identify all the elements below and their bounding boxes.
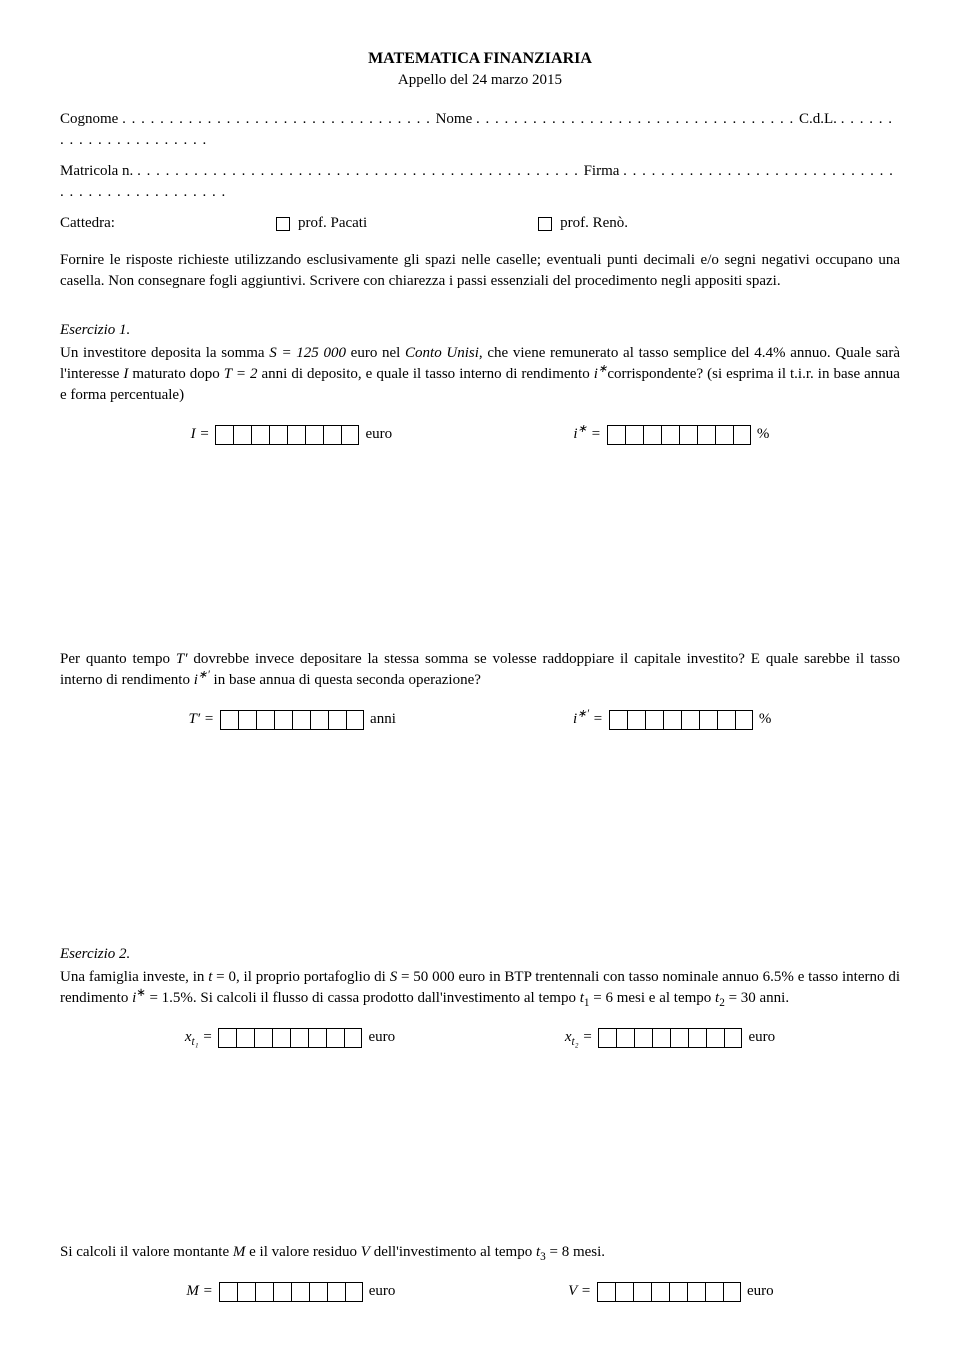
main-title: MATEMATICA FINANZIARIA <box>60 48 900 70</box>
es2-text: Una famiglia investe, in t = 0, il propr… <box>60 967 900 1009</box>
grid-input[interactable] <box>598 1028 742 1048</box>
subtitle: Appello del 24 marzo 2015 <box>60 70 900 91</box>
answer-xt1: xt₁ = euro <box>185 1027 395 1048</box>
matricola-label: Matricola n. <box>60 163 133 179</box>
cattedra-row: Cattedra: prof. Pacati prof. Renò. <box>60 213 900 234</box>
es1-label: Esercizio 1. <box>60 320 900 341</box>
answer-xt2: xt₂ = euro <box>565 1027 775 1048</box>
grid-input[interactable] <box>218 1028 362 1048</box>
instructions: Fornire le risposte richieste utilizzand… <box>60 250 900 292</box>
answer-istar: i∗ = % <box>573 424 769 445</box>
cattedra-label: Cattedra: <box>60 213 115 234</box>
es1-text: Un investitore deposita la somma S = 125… <box>60 343 900 406</box>
cdl-label: C.d.L. <box>799 111 837 127</box>
es1-q2-text: Per quanto tempo T′ dovrebbe invece depo… <box>60 649 900 691</box>
answer-istarprime: i∗′ = % <box>573 709 771 730</box>
nome-label: Nome <box>436 111 473 127</box>
es2-answers-1: xt₁ = euro xt₂ = euro <box>60 1027 900 1048</box>
answer-M: M = euro <box>186 1281 395 1302</box>
grid-input[interactable] <box>220 710 364 730</box>
firma-label: Firma <box>584 163 620 179</box>
es2-q2-text: Si calcoli il valore montante M e il val… <box>60 1242 900 1263</box>
es1-answers-1: I = euro i∗ = % <box>60 424 900 445</box>
answer-V: V = euro <box>568 1281 773 1302</box>
es1-answers-2: T′ = anni i∗′ = % <box>60 709 900 730</box>
grid-input[interactable] <box>597 1282 741 1302</box>
dots: . . . . . . . . . . . . . . . . . . . . … <box>476 111 799 127</box>
grid-input[interactable] <box>607 425 751 445</box>
dots: . . . . . . . . . . . . . . . . . . . . … <box>137 163 584 179</box>
cognome-row: Cognome . . . . . . . . . . . . . . . . … <box>60 109 900 151</box>
grid-input[interactable] <box>215 425 359 445</box>
cognome-label: Cognome <box>60 111 118 127</box>
dots: . . . . . . . . . . . . . . . . . . . . … <box>122 111 436 127</box>
es2-answers-2: M = euro V = euro <box>60 1281 900 1302</box>
answer-Tprime: T′ = anni <box>189 709 396 730</box>
grid-input[interactable] <box>219 1282 363 1302</box>
checkbox-pacati[interactable] <box>276 217 290 231</box>
prof1-label: prof. Pacati <box>298 213 367 234</box>
checkbox-reno[interactable] <box>538 217 552 231</box>
matricola-row: Matricola n. . . . . . . . . . . . . . .… <box>60 161 900 203</box>
grid-input[interactable] <box>609 710 753 730</box>
es2-label: Esercizio 2. <box>60 944 900 965</box>
prof2-label: prof. Renò. <box>560 213 628 234</box>
title-block: MATEMATICA FINANZIARIA Appello del 24 ma… <box>60 48 900 91</box>
answer-I: I = euro <box>191 424 393 445</box>
